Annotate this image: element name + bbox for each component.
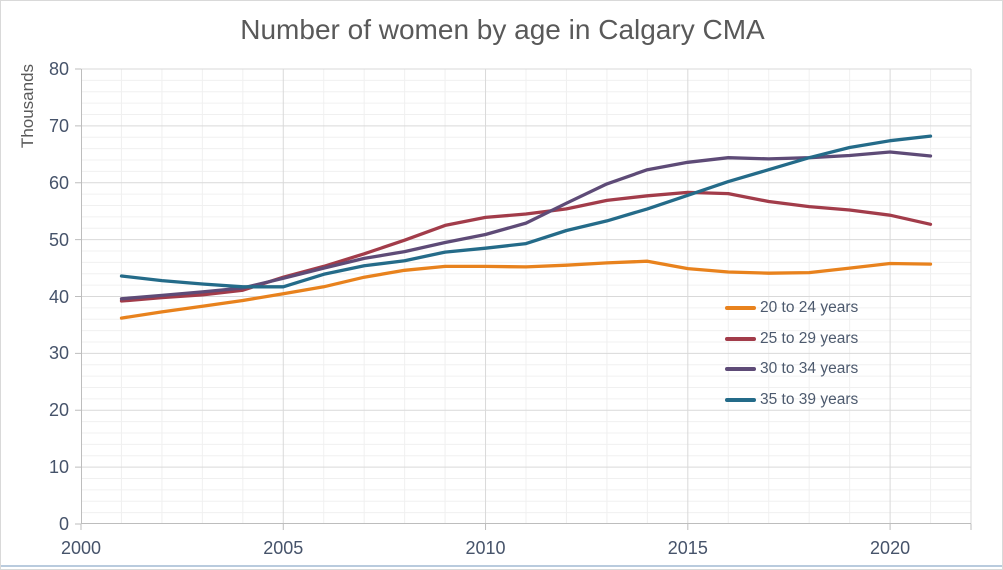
x-axis-tick-label: 2020 — [870, 538, 911, 558]
plot-svg — [75, 68, 972, 530]
x-axis-tick-label: 2010 — [465, 538, 506, 558]
x-axis-tick-label: 2000 — [60, 538, 102, 558]
y-axis-tick-label: 30 — [48, 343, 69, 364]
legend-marker — [725, 336, 756, 341]
y-axis-tick-label: 80 — [48, 59, 69, 79]
legend-label: 20 to 24 years — [760, 299, 859, 317]
legend-item-25-to-29-years[interactable]: 25 to 29 years — [725, 324, 858, 355]
bottom-divider — [1, 565, 1002, 567]
legend-marker — [725, 306, 756, 311]
y-axis-tick-label: 40 — [48, 286, 69, 307]
x-axis-tick-labels: 2000 2005 2010 2015 2020 — [61, 538, 971, 562]
y-axis-tick-label: 10 — [48, 457, 69, 478]
y-axis-tick-label: 0 — [58, 514, 69, 534]
legend-item-30-to-34-years[interactable]: 30 to 34 years — [725, 354, 858, 385]
y-axis-tick-label: 70 — [48, 115, 69, 136]
y-axis-tick-label: 20 — [48, 400, 69, 421]
plot-area — [75, 68, 972, 530]
legend-label: 30 to 34 years — [760, 360, 859, 378]
x-axis-tick-label: 2005 — [263, 538, 304, 558]
legend-label: 35 to 39 years — [760, 390, 859, 408]
legend-marker — [725, 397, 756, 402]
legend-marker — [725, 367, 756, 372]
legend-item-20-to-24-years[interactable]: 20 to 24 years — [725, 293, 858, 324]
y-axis-tick-label: 60 — [48, 172, 69, 193]
series-line-35-to-39-years[interactable] — [119, 134, 933, 289]
series-line-20-to-24-years[interactable] — [119, 259, 933, 320]
y-axis-tick-labels: 0 10 20 30 40 50 60 70 80 — [25, 59, 69, 534]
chart-title: Number of women by age in Calgary CMA — [240, 14, 765, 45]
legend: 20 to 24 years 25 to 29 years 30 to 34 yea… — [725, 293, 858, 415]
series-line-30-to-34-years[interactable] — [119, 150, 933, 301]
y-axis-tick-label: 50 — [48, 229, 69, 250]
legend-item-35-to-39-years[interactable]: 35 to 39 years — [725, 385, 858, 416]
x-axis-tick-label: 2015 — [667, 538, 708, 558]
legend-label: 25 to 29 years — [760, 329, 859, 347]
